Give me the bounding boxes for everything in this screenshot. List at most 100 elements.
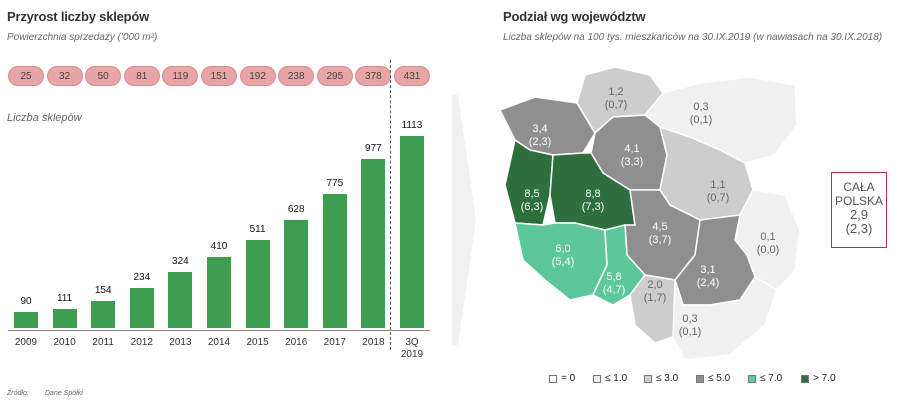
map-subtitle: Liczba sklepów na 100 tys. mieszkańców n… — [503, 32, 883, 43]
bar — [14, 312, 38, 328]
x-tick-label: 2016 — [285, 337, 308, 348]
source-label: Źródło: — [7, 390, 29, 397]
legend-item: ≤ 3.0 — [644, 373, 678, 384]
region-value: 3,4 — [532, 123, 547, 135]
region-value: 2,0 — [647, 279, 662, 291]
legend-item: > 7.0 — [801, 373, 836, 384]
source-value: Dane Spółki — [45, 390, 83, 397]
period-divider — [390, 60, 391, 350]
legend-label: > 7.0 — [813, 373, 836, 384]
bar-value-label: 775 — [326, 178, 344, 190]
area-value-pill: 32 — [46, 66, 83, 86]
bar-value-label: 410 — [210, 241, 228, 253]
region-prev-value: (5,4) — [552, 256, 575, 268]
legend-item: ≤ 1.0 — [593, 373, 627, 384]
total-prev: (2,3) — [845, 221, 873, 236]
voivodeship-region — [504, 138, 554, 226]
chart-title: Przyrost liczby sklepów — [7, 9, 150, 24]
x-tick-label: 2009 — [14, 337, 38, 348]
bar — [91, 301, 116, 328]
total-value: 2,9 — [849, 207, 869, 222]
area-value-pill: 192 — [239, 66, 276, 86]
region-value: 0,3 — [693, 101, 708, 113]
bar-value-label: 154 — [94, 285, 112, 297]
x-tick-label: 2018 — [362, 337, 385, 348]
region-prev-value: (6,3) — [521, 201, 544, 213]
legend-item: ≤ 5.0 — [696, 373, 730, 384]
region-value: 4,1 — [624, 143, 639, 155]
poland-map: 3,4(2,3)1,2(0,7) 0,3(0,1)4,1(3,3)8,5(6,3)… — [498, 66, 801, 361]
x-tick-label: 2014 — [207, 337, 231, 348]
region-value: 6,0 — [555, 243, 570, 255]
legend-swatch — [748, 374, 756, 383]
region-prev-value: (0,1) — [690, 114, 713, 126]
bar-value-label: 628 — [287, 203, 305, 215]
area-value-pill: 238 — [278, 66, 315, 86]
legend-swatch — [801, 374, 809, 383]
region-value: 3,1 — [700, 264, 715, 276]
legend-label: ≤ 1.0 — [605, 373, 628, 384]
bar — [322, 194, 347, 328]
area-value-pill: 151 — [201, 66, 237, 86]
legend-item: = 0 — [549, 373, 575, 384]
area-value-pill: 431 — [394, 66, 430, 86]
region-value: 8,5 — [524, 188, 539, 200]
chart-subtitle: Powierzchnia sprzedaży ('000 m²) — [7, 32, 158, 43]
x-tick-label: 2017 — [323, 337, 346, 348]
legend-label: = 0 — [561, 373, 576, 384]
area-value-pill: 119 — [162, 66, 199, 86]
legend-swatch — [549, 374, 557, 383]
x-axis-line — [8, 330, 430, 331]
bars-label: Liczba sklepów — [7, 112, 82, 124]
region-prev-value: (3,3) — [621, 156, 644, 168]
area-value-pill: 25 — [8, 66, 44, 86]
region-value: 1,2 — [608, 86, 623, 98]
area-value-pill: 81 — [123, 66, 160, 86]
bar-value-label: 90 — [20, 296, 32, 308]
legend-item: ≤ 7.0 — [748, 373, 782, 384]
x-tick-label: 2015 — [246, 337, 269, 348]
x-tick-label: 3Q 2019 — [400, 337, 424, 360]
area-value-pill: 50 — [85, 66, 122, 86]
region-prev-value: (0,7) — [605, 99, 628, 111]
bar — [168, 272, 193, 328]
region-value: 0,1 — [760, 231, 775, 243]
region-prev-value: (7,3) — [582, 201, 605, 213]
area-value-pill: 295 — [316, 66, 353, 86]
region-prev-value: (4,7) — [603, 284, 626, 296]
region-prev-value: (2,3) — [529, 136, 552, 148]
region-value: 5,8 — [606, 271, 621, 283]
region-value: 0,3 — [682, 313, 697, 325]
map-title: Podział wg województw — [503, 9, 646, 24]
bar — [52, 308, 77, 328]
bar — [400, 136, 424, 328]
x-tick-label: 2012 — [130, 337, 153, 348]
legend-swatch — [696, 374, 704, 383]
legend-label: ≤ 7.0 — [760, 373, 783, 384]
region-prev-value: (0,7) — [707, 192, 730, 204]
bar — [207, 257, 231, 328]
legend-swatch — [593, 374, 601, 383]
region-prev-value: (0,0) — [757, 244, 780, 256]
bar — [129, 287, 154, 328]
bar-value-label: 324 — [172, 256, 189, 268]
region-prev-value: (3,7) — [649, 234, 672, 246]
x-tick-label: 2011 — [92, 337, 114, 348]
bar — [361, 159, 386, 328]
x-tick-label: 2010 — [53, 337, 76, 348]
region-prev-value: (0,1) — [679, 326, 702, 338]
legend-label: ≤ 5.0 — [708, 373, 731, 384]
bar-value-label: 111 — [56, 292, 73, 304]
total-line2: POLSKA — [834, 194, 884, 208]
bar-value-label: 977 — [365, 143, 382, 155]
x-tick-label: 2013 — [169, 337, 192, 348]
area-value-pill: 378 — [355, 66, 392, 86]
legend-label: ≤ 3.0 — [656, 373, 679, 384]
region-value: 4,5 — [652, 221, 667, 233]
region-prev-value: (1,7) — [644, 292, 667, 304]
total-line1: CAŁA — [843, 180, 875, 194]
total-poland-box: CAŁA POLSKA 2,9 (2,3) — [831, 172, 887, 248]
legend-swatch — [644, 374, 652, 383]
voivodeship-region — [672, 275, 778, 361]
bar — [245, 239, 270, 328]
